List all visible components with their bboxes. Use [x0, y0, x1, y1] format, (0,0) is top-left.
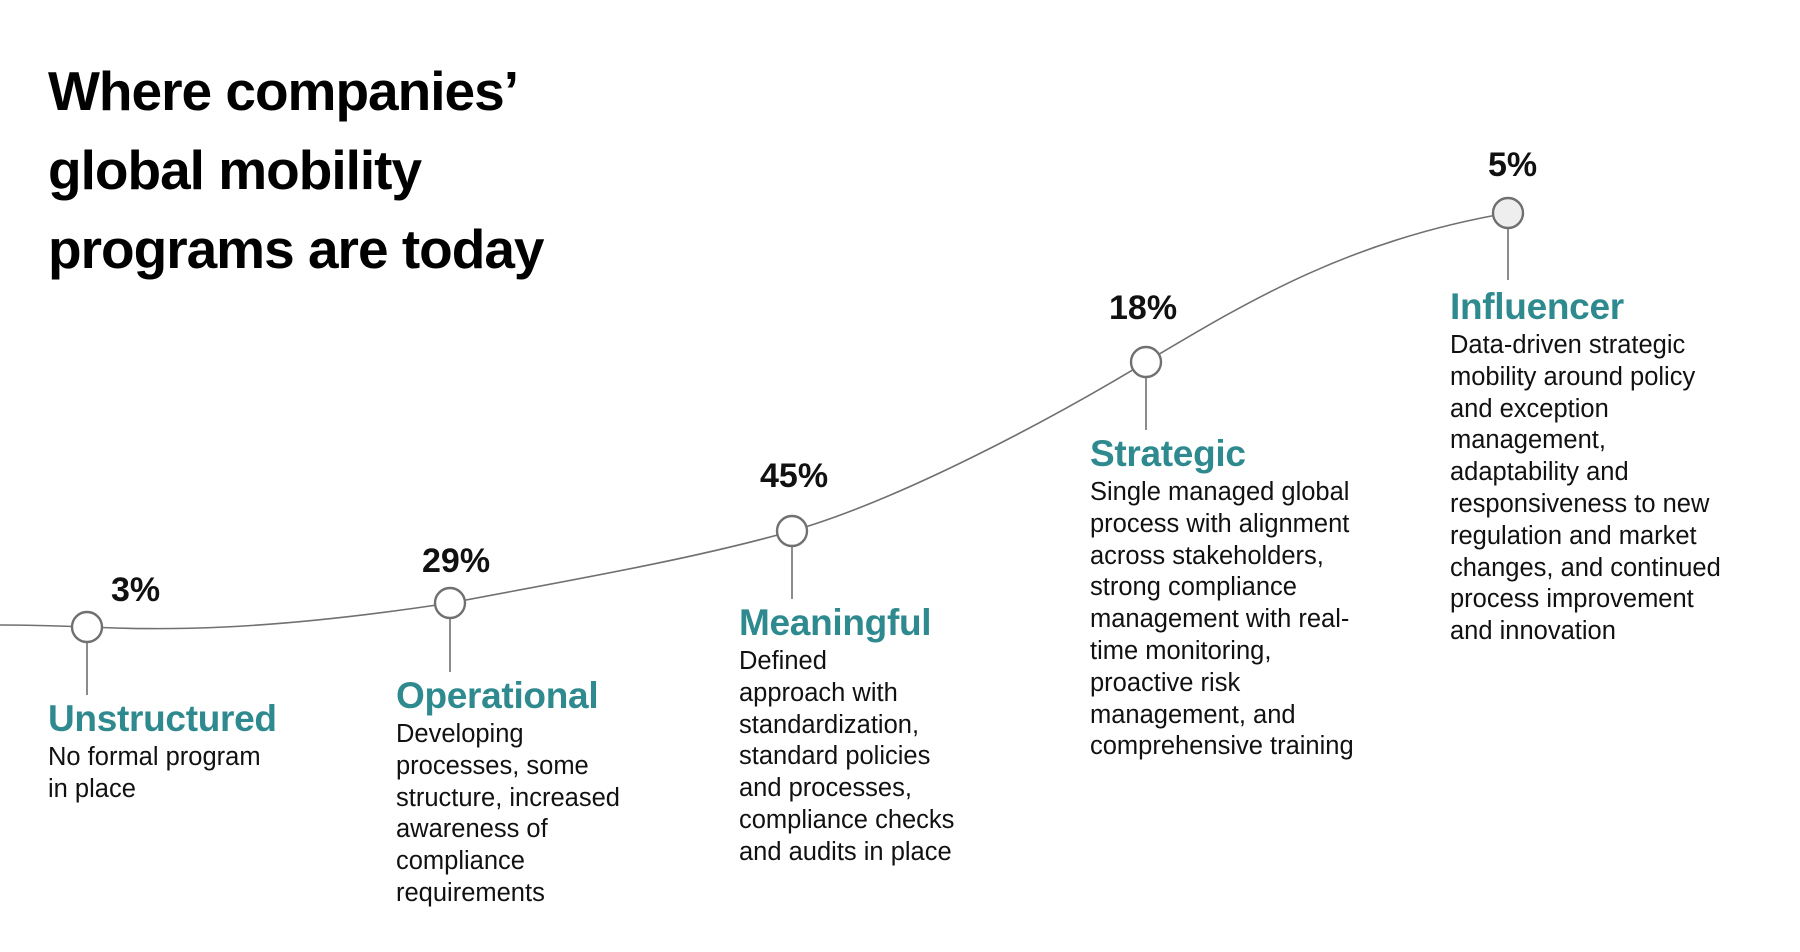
stage-description-line: and exception — [1450, 394, 1609, 423]
stage-description-line: in place — [48, 774, 136, 803]
stage-description-line: standard policies — [739, 742, 931, 771]
stage-title: Strategic — [1090, 433, 1246, 474]
percent-operational: 29% — [422, 542, 491, 580]
stage-description-line: regulation and market — [1450, 521, 1697, 550]
stage-description-line: approach with — [739, 678, 898, 707]
stage-description-line: and innovation — [1450, 617, 1616, 646]
maturity-curve — [0, 212, 1509, 630]
node-unstructured — [70, 610, 104, 644]
stage-description-line: Defined — [739, 647, 827, 675]
stage-title: Operational — [396, 675, 599, 716]
stage-description-line: and audits in place — [739, 837, 952, 866]
stage-description-line: mobility around policy — [1450, 362, 1696, 391]
stage-description-line: structure, increased — [396, 783, 620, 812]
stage-description-line: processes, some — [396, 751, 589, 780]
stage-description-line: and processes, — [739, 774, 912, 803]
stage-description-line: comprehensive training — [1090, 732, 1354, 761]
stage-description-line: time monitoring, — [1090, 636, 1272, 665]
stage-title: Meaningful — [739, 602, 932, 643]
node-meaningful — [775, 514, 809, 548]
stage-description-line: No formal program — [48, 743, 261, 771]
stage-description-line: Single managed global — [1090, 478, 1350, 506]
percent-unstructured: 3% — [111, 571, 161, 609]
node-influencer — [1491, 196, 1525, 230]
stage-influencer: Influencer Data-driven strategic mobility … — [1450, 286, 1770, 648]
stage-description-line: responsiveness to new — [1450, 489, 1710, 518]
stage-description-line: standardization, — [739, 710, 920, 739]
node-operational — [433, 586, 467, 620]
stage-description-line: compliance — [396, 847, 525, 876]
stage-title: Influencer — [1450, 286, 1624, 327]
stage-description-line: changes, and continued — [1450, 553, 1721, 582]
stage-description-line: compliance checks — [739, 805, 955, 834]
stage-description-line: proactive risk — [1090, 668, 1241, 697]
percent-strategic: 18% — [1109, 289, 1178, 327]
title-line: Where companies’ — [48, 60, 519, 122]
stage-description-line: requirements — [396, 878, 545, 907]
stage-description-line: process improvement — [1450, 585, 1694, 614]
stage-description-line: management, — [1450, 426, 1606, 455]
stage-description-line: management with real- — [1090, 605, 1350, 634]
stage-description-line: process with alignment — [1090, 509, 1350, 538]
stage-description-line: management, and — [1090, 700, 1296, 729]
stage-title: Unstructured — [48, 698, 277, 739]
stage-unstructured: Unstructured No formal program in place — [48, 698, 368, 806]
percent-influencer: 5% — [1488, 146, 1538, 184]
stage-description-line: across stakeholders, — [1090, 541, 1324, 570]
node-strategic — [1129, 345, 1163, 379]
stage-description-line: Developing — [396, 720, 524, 748]
stage-description-line: awareness of — [396, 815, 548, 844]
stage-description-line: Data-driven strategic — [1450, 331, 1686, 359]
title-line: global mobility — [48, 139, 422, 201]
page-title: Where companies’ global mobility program… — [48, 52, 668, 289]
stage-description-line: strong compliance — [1090, 573, 1297, 602]
stage-description-line: adaptability and — [1450, 458, 1629, 487]
percent-meaningful: 45% — [760, 457, 829, 495]
stage-strategic: Strategic Single managed global process wi… — [1090, 433, 1410, 763]
title-line: programs are today — [48, 218, 545, 280]
stage-meaningful: Meaningful Defined approach with standardiz… — [739, 602, 1059, 869]
stage-operational: Operational Developing processes, some stru… — [396, 675, 716, 910]
